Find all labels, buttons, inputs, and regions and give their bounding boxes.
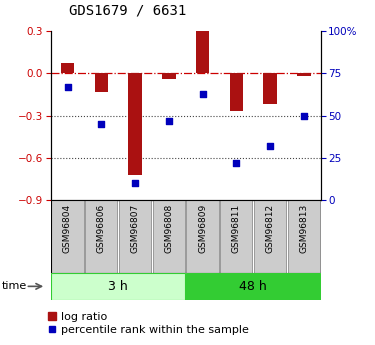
Bar xyxy=(220,200,252,273)
Point xyxy=(98,121,104,127)
Text: GDS1679 / 6631: GDS1679 / 6631 xyxy=(69,3,187,17)
Bar xyxy=(263,73,277,104)
Bar xyxy=(128,73,142,175)
Text: GSM96804: GSM96804 xyxy=(63,204,72,253)
Text: GSM96811: GSM96811 xyxy=(232,204,241,253)
Bar xyxy=(94,73,108,92)
Bar xyxy=(254,200,286,273)
Text: GSM96809: GSM96809 xyxy=(198,204,207,253)
Legend: log ratio, percentile rank within the sample: log ratio, percentile rank within the sa… xyxy=(43,307,253,339)
Text: GSM96813: GSM96813 xyxy=(299,204,308,253)
Bar xyxy=(85,200,117,273)
Point xyxy=(301,113,307,118)
Text: time: time xyxy=(2,282,27,291)
Point xyxy=(64,84,70,90)
Bar xyxy=(186,273,320,300)
Bar xyxy=(51,200,84,273)
Point xyxy=(166,118,172,124)
Text: 48 h: 48 h xyxy=(239,280,267,293)
Point xyxy=(200,91,206,96)
Point xyxy=(132,180,138,186)
Bar xyxy=(153,200,185,273)
Bar xyxy=(61,63,74,73)
Text: GSM96808: GSM96808 xyxy=(164,204,173,253)
Text: GSM96806: GSM96806 xyxy=(97,204,106,253)
Bar xyxy=(196,31,209,73)
Bar xyxy=(186,200,219,273)
Bar xyxy=(119,200,151,273)
Text: GSM96812: GSM96812 xyxy=(266,204,274,253)
Text: GSM96807: GSM96807 xyxy=(130,204,140,253)
Bar xyxy=(51,273,185,300)
Bar xyxy=(288,200,320,273)
Text: 3 h: 3 h xyxy=(108,280,128,293)
Point xyxy=(267,143,273,149)
Bar xyxy=(162,73,176,79)
Bar xyxy=(230,73,243,111)
Point xyxy=(233,160,239,166)
Bar xyxy=(297,73,310,76)
